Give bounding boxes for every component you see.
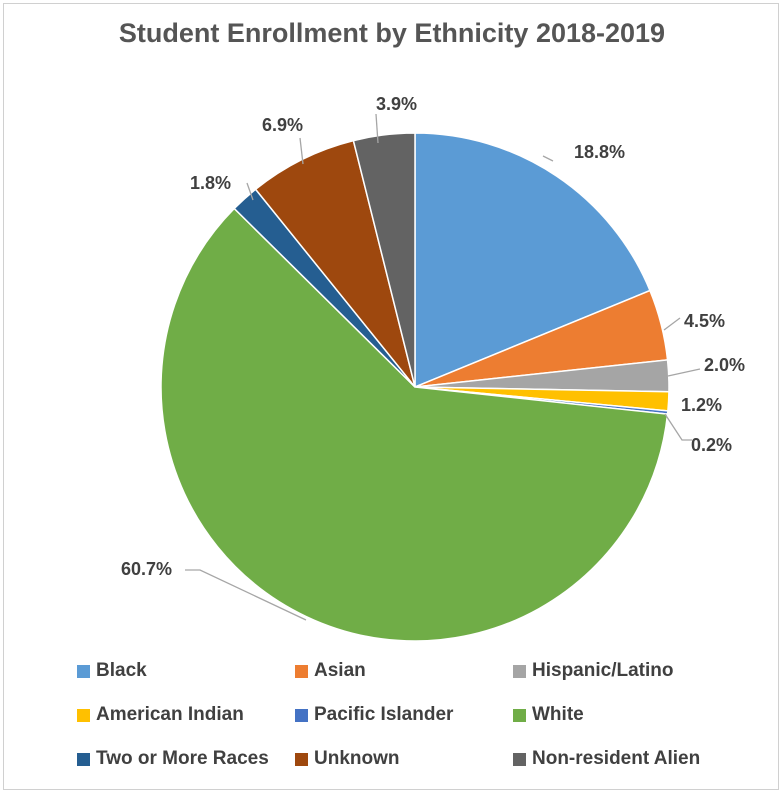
legend-label-asian: Asian: [314, 660, 366, 681]
legend-swatch-hispanic-latino: [513, 664, 526, 678]
legend-swatch-non-resident-alien: [513, 752, 526, 766]
legend-swatch-american-indian: [77, 708, 90, 722]
legend-item-american-indian: American Indian: [77, 704, 244, 726]
legend-swatch-pacific-islander: [295, 708, 308, 722]
leader-line-non-resident-alien: [375, 113, 379, 144]
legend-label-unknown: Unknown: [314, 748, 400, 769]
data-label-hispanic-latino: 2.0%: [704, 355, 745, 375]
legend-label-pacific-islander: Pacific Islander: [314, 704, 454, 725]
legend-swatch-black: [77, 664, 90, 678]
legend-label-black: Black: [96, 660, 147, 681]
data-label-black: 18.8%: [574, 142, 625, 162]
legend-label-non-resident-alien: Non-resident Alien: [532, 748, 701, 769]
data-label-non-resident-alien: 3.9%: [376, 94, 417, 114]
legend-label-two-or-more-races: Two or More Races: [96, 748, 269, 769]
leader-line-white: [185, 569, 307, 621]
legend-item-pacific-islander: Pacific Islander: [295, 704, 453, 726]
data-label-unknown: 6.9%: [262, 115, 303, 135]
legend-item-hispanic-latino: Hispanic/Latino: [513, 660, 673, 682]
leader-line-pacific-islander: [664, 413, 692, 441]
legend-item-non-resident-alien: Non-resident Alien: [513, 748, 700, 770]
data-label-white: 60.7%: [121, 559, 172, 579]
legend-item-white: White: [513, 704, 584, 726]
data-label-asian: 4.5%: [684, 311, 725, 331]
leader-line-black: [542, 155, 554, 162]
chart-title: Student Enrollment by Ethnicity 2018-201…: [118, 18, 666, 48]
legend-item-black: Black: [77, 660, 147, 682]
leader-line-two-or-more-races: [246, 182, 254, 201]
legend-swatch-asian: [295, 664, 308, 678]
legend-item-unknown: Unknown: [295, 748, 400, 770]
leader-line-hispanic-latino: [667, 368, 701, 377]
legend-swatch-unknown: [295, 752, 308, 766]
legend-item-asian: Asian: [295, 660, 366, 682]
data-label-pacific-islander: 0.2%: [691, 435, 732, 455]
legend-swatch-white: [513, 708, 526, 722]
pie-slice-white: [160, 207, 669, 642]
legend-label-american-indian: American Indian: [96, 704, 244, 725]
data-label-two-or-more-races: 1.8%: [190, 173, 231, 193]
pie-slice-non-resident-alien: [352, 132, 416, 388]
pie-slice-black: [414, 132, 651, 389]
legend-label-hispanic-latino: Hispanic/Latino: [532, 660, 674, 681]
legend-label-white: White: [532, 704, 584, 725]
data-label-american-indian: 1.2%: [681, 395, 722, 415]
legend-item-two-or-more-races: Two or More Races: [77, 748, 269, 770]
leader-line-asian: [663, 317, 681, 331]
legend-swatch-two-or-more-races: [77, 752, 90, 766]
leader-line-unknown: [299, 137, 304, 165]
